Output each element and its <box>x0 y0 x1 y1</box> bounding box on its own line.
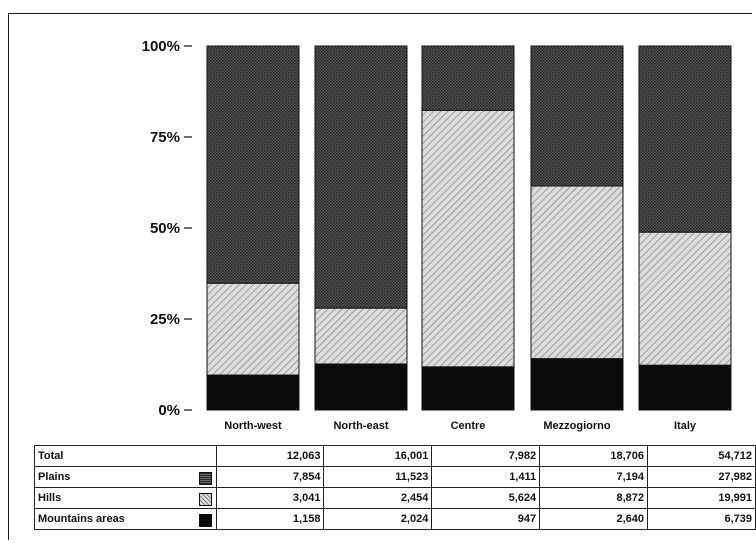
table-cell: 11,523 <box>323 466 433 488</box>
y-tick-label: 0% <box>158 402 180 419</box>
table-cell: 5,624 <box>431 487 541 509</box>
bars <box>206 45 732 411</box>
table-cell: 2,454 <box>323 487 433 509</box>
bar-segment-plains <box>421 45 515 111</box>
bar-segment-plains <box>314 45 408 309</box>
table-cell: 7,194 <box>539 466 649 488</box>
table-cell: 8,872 <box>539 487 649 509</box>
y-tick-label: 25% <box>150 311 180 328</box>
table-cell: 12,063 <box>215 445 325 467</box>
bar-segment-plains <box>206 45 300 284</box>
category-label: North-west <box>224 420 282 432</box>
row-label: Total <box>34 445 217 467</box>
table-cell: 7,854 <box>215 466 325 488</box>
row-label-text: Mountains areas <box>38 513 125 525</box>
table-cell: 16,001 <box>323 445 433 467</box>
chart-frame <box>8 13 752 540</box>
bar-segment-hills <box>314 307 408 365</box>
table-cell: 27,982 <box>647 466 756 488</box>
y-tick-label: 100% <box>142 38 180 55</box>
bar-segment-mountains-areas <box>421 366 515 411</box>
table-row: Hills 3,041 2,454 5,624 8,872 19,991 <box>34 487 756 509</box>
table-cell: 3,041 <box>215 487 325 509</box>
row-label: Plains <box>34 466 217 488</box>
bar-segment-hills <box>206 282 300 376</box>
bar-segment-plains <box>530 45 624 187</box>
bar-segment-mountains-areas <box>314 363 408 411</box>
category-label: North-east <box>333 420 388 432</box>
table-cell: 2,640 <box>539 508 649 530</box>
table-cell: 2,024 <box>323 508 433 530</box>
bar-segment-plains <box>638 45 732 233</box>
table-cell: 18,706 <box>539 445 649 467</box>
bar-segment-mountains-areas <box>206 374 300 411</box>
table-cell: 6,739 <box>647 508 756 530</box>
table-cell: 7,982 <box>431 445 541 467</box>
y-tick-label: 75% <box>150 129 180 146</box>
table-cell: 1,411 <box>431 466 541 488</box>
row-label: Hills <box>34 487 217 509</box>
data-table: Total 12,063 16,001 7,982 18,706 54,712 Plains… <box>34 445 756 530</box>
legend-swatch-icon <box>198 514 212 527</box>
category-label: Italy <box>674 420 697 432</box>
table-cell: 1,158 <box>215 508 325 530</box>
row-label-text: Hills <box>38 492 62 504</box>
y-axis: 0% 25% 50% 75% 100% <box>142 38 192 419</box>
table-cell: 54,712 <box>647 445 756 467</box>
category-label: Centre <box>451 420 486 432</box>
bar-segment-hills <box>530 185 624 360</box>
category-label: Mezzogiorno <box>543 420 610 432</box>
legend-swatch-icon <box>198 472 212 485</box>
row-label-text: Plains <box>38 471 71 483</box>
bar-segment-mountains-areas <box>530 358 624 411</box>
bar-segment-hills <box>638 231 732 366</box>
y-tick-label: 50% <box>150 220 180 237</box>
table-cell: 19,991 <box>647 487 756 509</box>
x-axis-labels: North-west North-east Centre Mezzogiorno Ita… <box>224 420 697 432</box>
table-row: Total 12,063 16,001 7,982 18,706 54,712 <box>34 445 756 467</box>
row-label: Mountains areas <box>34 508 217 530</box>
bar-segment-hills <box>421 109 515 368</box>
bar-segment-mountains-areas <box>638 364 732 411</box>
row-label-text: Total <box>38 450 64 462</box>
table-row: Mountains areas 1,158 2,024 947 2,640 6,739 <box>34 508 756 530</box>
legend-swatch-icon <box>198 493 212 506</box>
table-row: Plains 7,854 11,523 1,411 7,194 27,982 <box>34 466 756 488</box>
table-cell: 947 <box>431 508 541 530</box>
